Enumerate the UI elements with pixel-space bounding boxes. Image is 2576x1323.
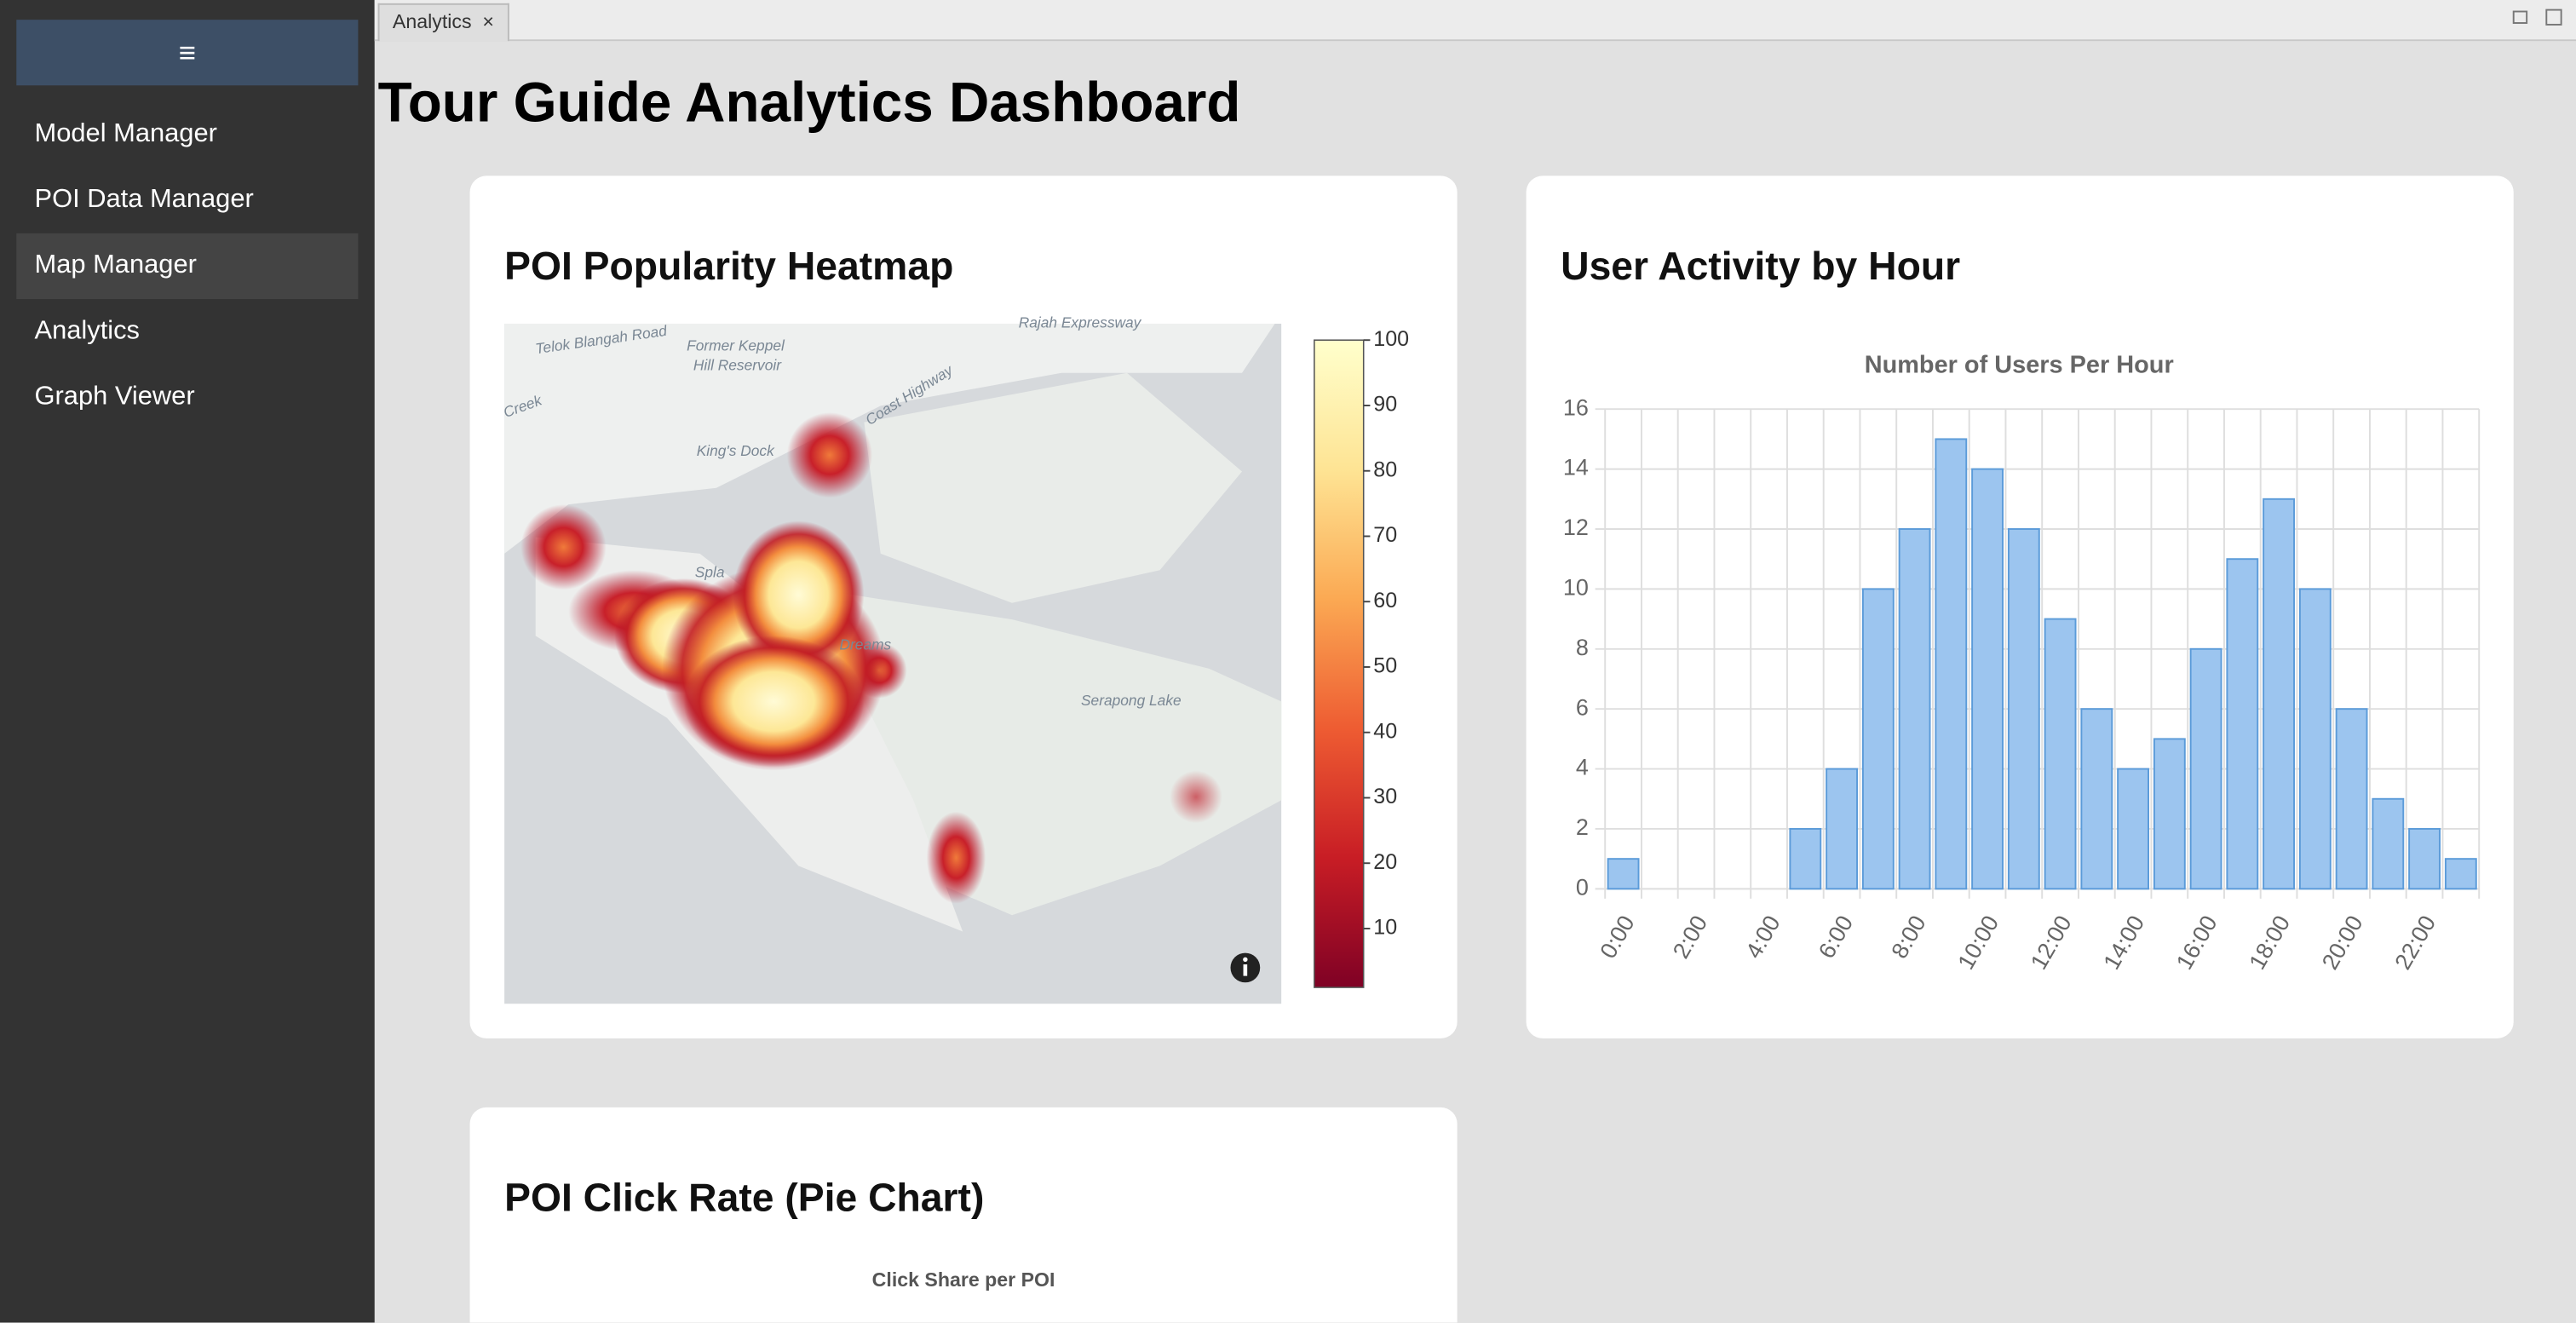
chart-title: Number of Users Per Hour xyxy=(1865,352,2174,379)
tab-label: Analytics xyxy=(392,9,472,33)
menu-item[interactable]: Graph Viewer xyxy=(34,383,195,411)
colorbar-tick-label: 60 xyxy=(1373,589,1397,613)
x-tick-label: 8:00 xyxy=(1886,912,1930,963)
x-tick-label: 10:00 xyxy=(1952,912,2004,974)
restore-icon[interactable] xyxy=(2512,10,2528,24)
menu-item[interactable]: Map Manager xyxy=(16,233,359,299)
menu-item[interactable]: POI Data Manager xyxy=(34,185,254,214)
tab[interactable]: Analytics × xyxy=(377,3,509,42)
map-label: Rajah Expressway xyxy=(1019,314,1142,331)
bar xyxy=(2189,647,2222,890)
colorbar-tick-label: 100 xyxy=(1373,327,1409,351)
colorbar xyxy=(1314,339,1365,988)
x-tick-label: 6:00 xyxy=(1814,912,1858,963)
heat-layer xyxy=(520,412,1222,904)
bar xyxy=(2372,797,2405,890)
menu-button[interactable]: ≡ xyxy=(16,20,359,86)
x-tick-label: 4:00 xyxy=(1740,912,1785,963)
colorbar-tick-label: 10 xyxy=(1373,916,1397,940)
bar xyxy=(1861,588,1895,890)
card-title: POI Popularity Heatmap xyxy=(504,244,954,290)
colorbar-tick-label: 30 xyxy=(1373,785,1397,808)
y-tick-label: 0 xyxy=(1576,874,1589,900)
bar xyxy=(1898,528,1931,890)
bar xyxy=(1935,438,1968,890)
bar xyxy=(2335,708,2368,890)
bar xyxy=(2153,738,2186,890)
y-tick-label: 16 xyxy=(1563,394,1589,420)
bar xyxy=(2298,588,2332,890)
bar xyxy=(2263,498,2296,890)
colorbar-tick-label: 90 xyxy=(1373,393,1397,417)
colorbar-tick-label: 20 xyxy=(1373,850,1397,874)
map-label: Former Keppel xyxy=(687,337,785,354)
x-tick-label: 12:00 xyxy=(2026,912,2077,974)
y-tick-label: 2 xyxy=(1576,814,1589,840)
y-tick-label: 10 xyxy=(1563,575,1589,601)
y-tick-label: 4 xyxy=(1576,755,1589,780)
heatmap-card: POI Popularity Heatmap Telok Blangah Roa… xyxy=(469,175,1458,1038)
colorbar-tick-label: 70 xyxy=(1373,523,1397,547)
bar xyxy=(1607,858,1640,890)
bar xyxy=(2007,528,2040,890)
tab-close[interactable]: × xyxy=(482,9,494,33)
x-tick-label: 16:00 xyxy=(2171,912,2222,974)
map-label: Serapong Lake xyxy=(1081,692,1182,709)
tab-bar: Analytics × xyxy=(374,0,2576,42)
bar xyxy=(2080,708,2113,890)
y-tick-label: 6 xyxy=(1576,694,1589,720)
map-label: Spla xyxy=(695,564,725,581)
bar xyxy=(2408,827,2441,890)
bar xyxy=(1789,827,1822,890)
page-title: Tour Guide Analytics Dashboard xyxy=(377,72,1241,135)
sidebar: ≡ Model Manager POI Data Manager Map Manag… xyxy=(0,0,375,1323)
x-tick-label: 20:00 xyxy=(2317,912,2368,974)
x-tick-label: 22:00 xyxy=(2389,912,2441,974)
menu-item[interactable]: Analytics xyxy=(34,317,140,345)
map-label: King's Dock xyxy=(697,442,775,459)
bar xyxy=(2444,858,2477,890)
bar xyxy=(2226,558,2259,890)
bar xyxy=(2117,768,2150,890)
map-label: Hill Reservoir xyxy=(693,357,782,374)
bar-chart: Number of Users Per Hour 0 2 4 6 8 10 12 14 16 0:… xyxy=(1563,352,2481,974)
menu-item[interactable]: Model Manager xyxy=(34,119,217,148)
x-tick-label: 0:00 xyxy=(1595,912,1639,963)
x-tick-label: 18:00 xyxy=(2244,912,2295,974)
x-tick-label: 2:00 xyxy=(1668,912,1712,963)
card-title: User Activity by Hour xyxy=(1561,244,1961,290)
activity-card: User Activity by Hour Number of Users Pe… xyxy=(1526,175,2514,1038)
info-button[interactable] xyxy=(1230,952,1261,983)
colorbar-tick-label: 50 xyxy=(1373,654,1397,678)
x-tick-label: 14:00 xyxy=(2098,912,2149,974)
maximize-icon[interactable] xyxy=(2545,9,2562,26)
y-tick-label: 8 xyxy=(1576,635,1589,660)
pie-card: POI Click Rate (Pie Chart) Click Share p… xyxy=(469,1107,1458,1323)
bar xyxy=(1971,468,2004,890)
map-label: Dreams xyxy=(839,636,891,653)
colorbar-tick-label: 40 xyxy=(1373,719,1397,743)
chart-title: Click Share per POI xyxy=(871,1268,1055,1291)
y-tick-label: 14 xyxy=(1563,455,1589,480)
card-title: POI Click Rate (Pie Chart) xyxy=(504,1176,985,1221)
window-controls xyxy=(2512,9,2562,26)
colorbar-tick-label: 80 xyxy=(1373,457,1397,481)
y-tick-label: 12 xyxy=(1563,515,1589,540)
bar xyxy=(1826,768,1859,890)
bar xyxy=(2044,618,2077,890)
